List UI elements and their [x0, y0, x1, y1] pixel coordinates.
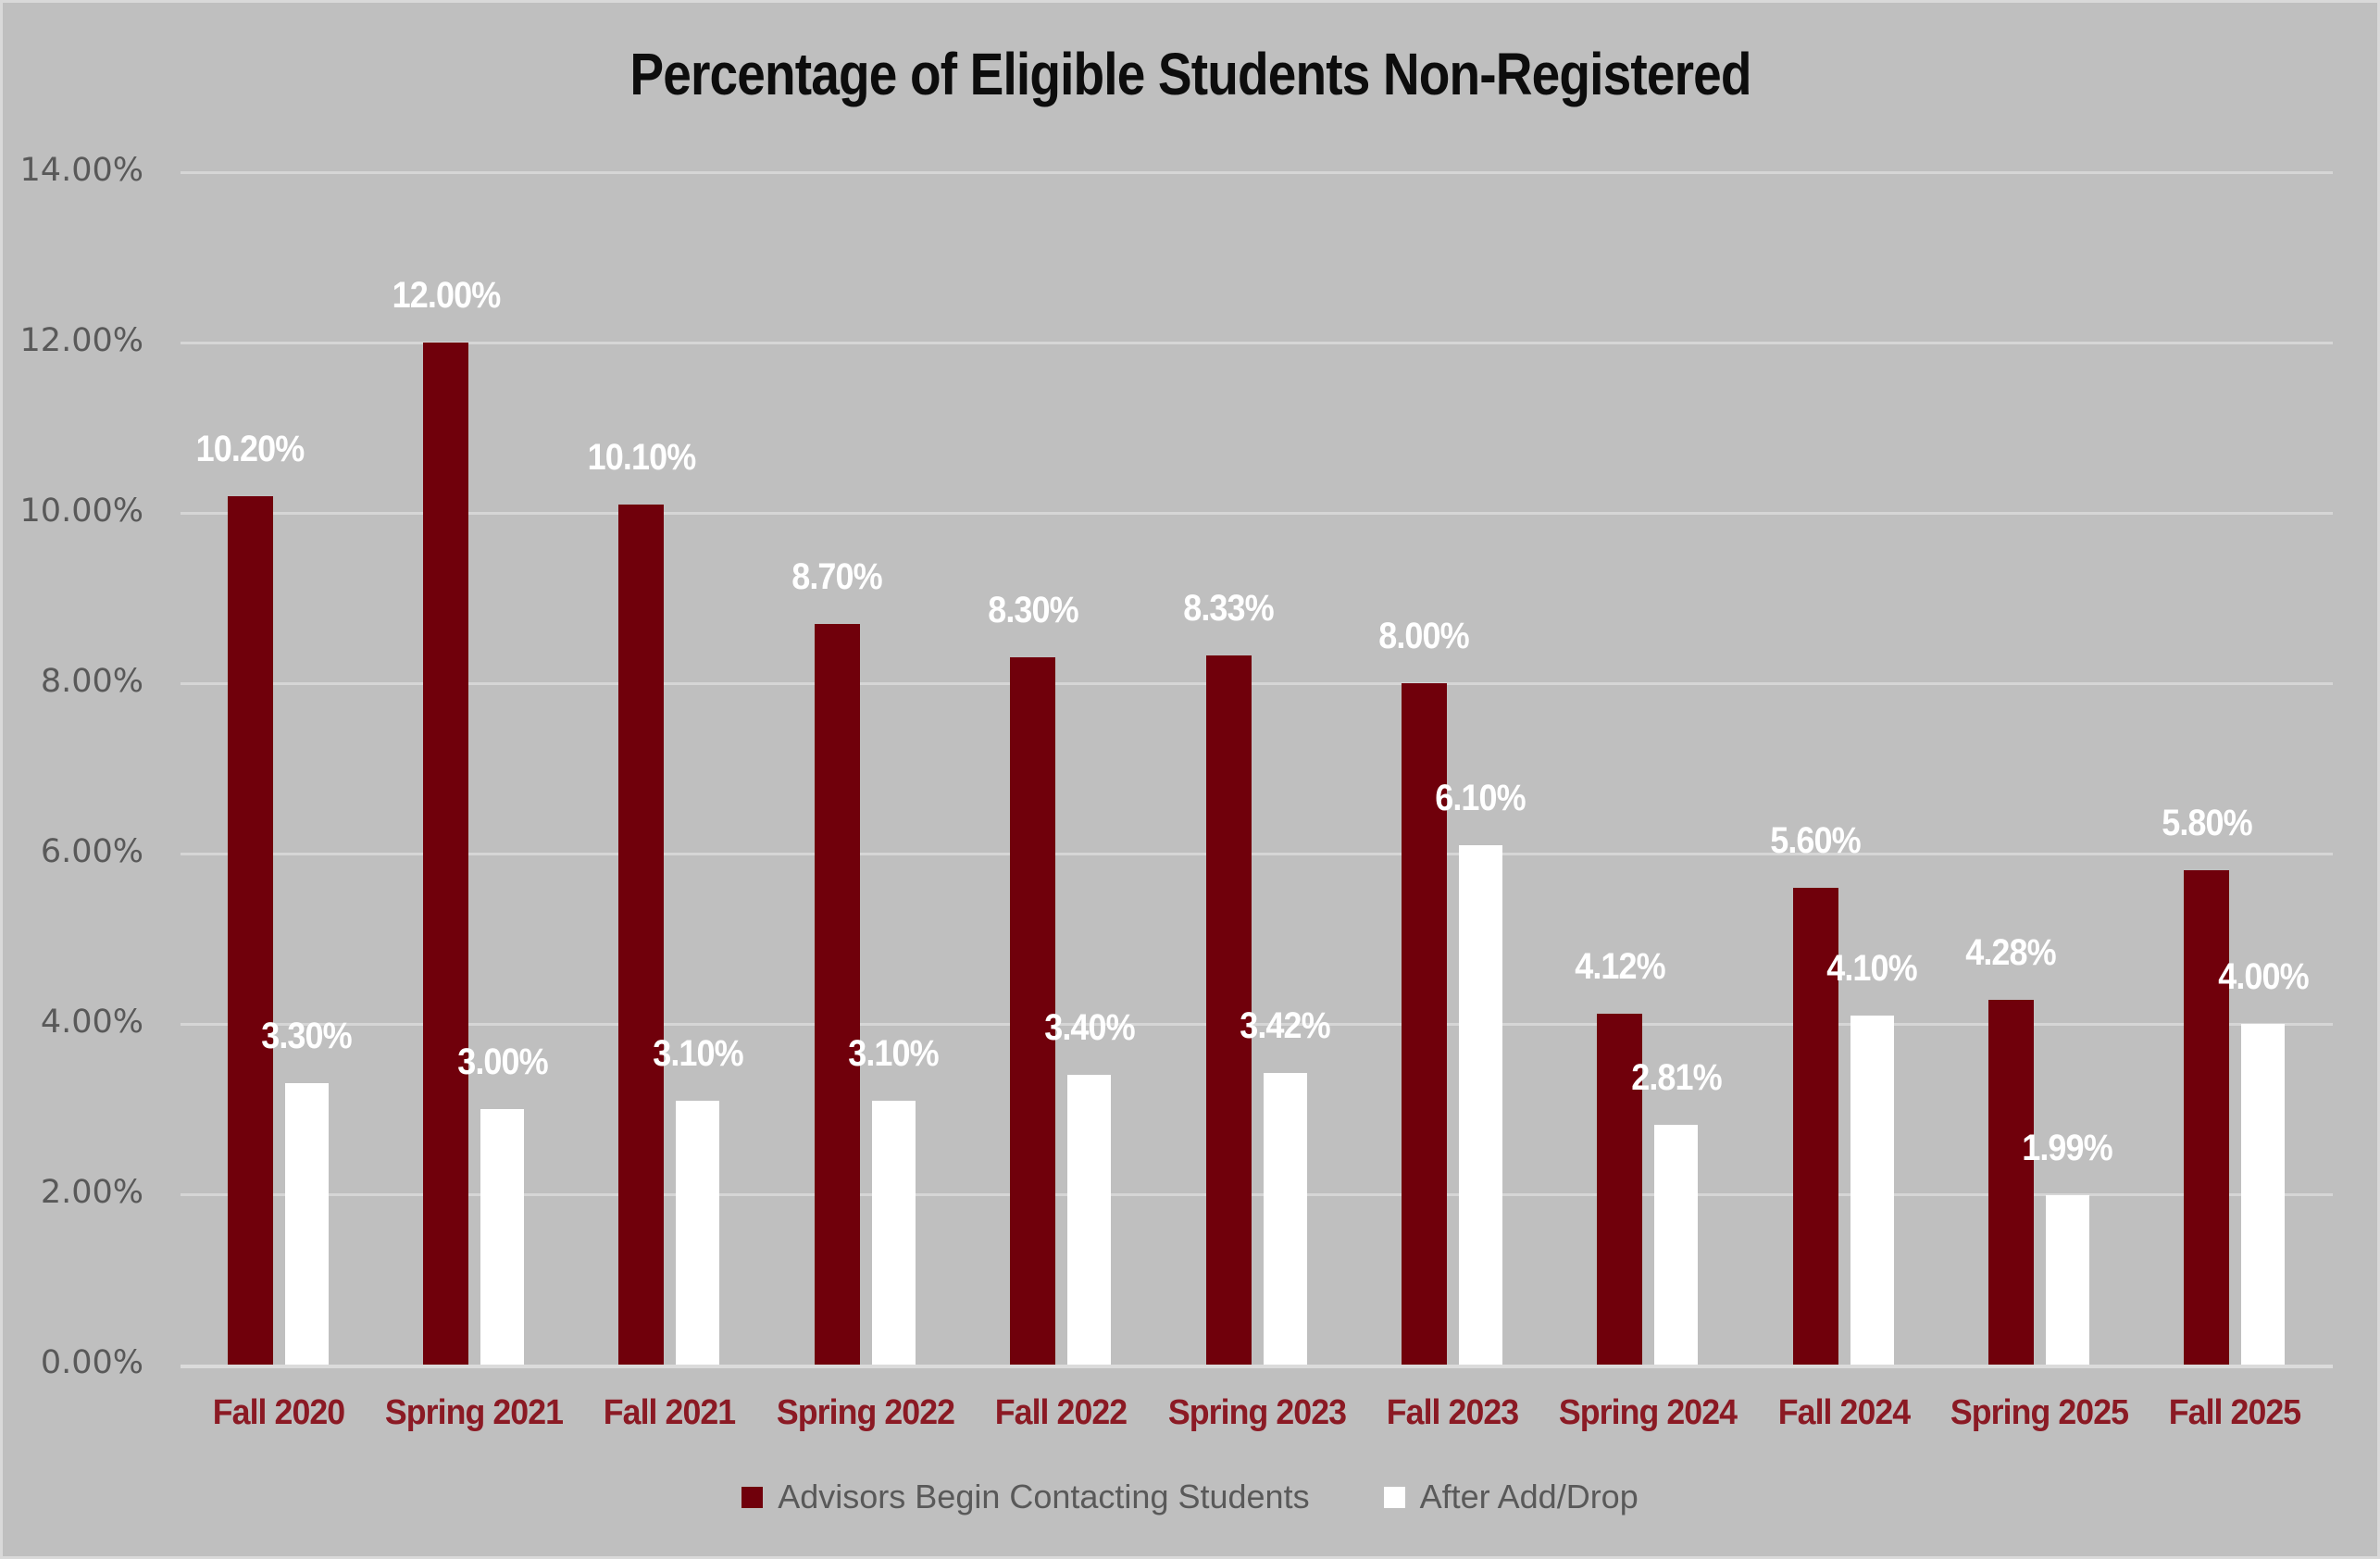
bar-advisors	[1401, 683, 1447, 1365]
y-tick-label: 12.00%	[19, 322, 143, 359]
chart-title: Percentage of Eligible Students Non-Regi…	[629, 41, 1751, 107]
bar-value-label: 8.33%	[1183, 587, 1274, 629]
bar-value-label: 4.00%	[2218, 956, 2309, 997]
bar-value-label: 8.00%	[1378, 616, 1470, 656]
bar-after-add-drop	[1263, 1073, 1307, 1365]
bar-value-label: 4.10%	[1826, 947, 1917, 989]
bar-advisors	[1205, 655, 1252, 1365]
bar-value-label: 4.28%	[1965, 932, 2057, 974]
bar-value-label: 3.42%	[1240, 1005, 1330, 1047]
y-tick-label: 14.00%	[19, 152, 143, 189]
bar-value-label: 1.99%	[2022, 1127, 2113, 1168]
bar-value-label: 12.00%	[392, 275, 501, 316]
bar-value-label: 3.30%	[261, 1016, 352, 1057]
gridline	[181, 1023, 2333, 1026]
x-axis-category-label: Fall 2020	[212, 1393, 344, 1432]
x-axis-category-label: Fall 2022	[994, 1393, 1128, 1432]
x-axis-category-label: Spring 2023	[1167, 1393, 1346, 1432]
x-axis-category-label: Spring 2022	[776, 1393, 955, 1432]
bar-after-add-drop	[1850, 1015, 1894, 1365]
bar-value-label: 8.70%	[791, 555, 883, 597]
bar-after-add-drop	[480, 1109, 525, 1365]
bar-value-label: 3.10%	[848, 1032, 940, 1074]
bar-after-add-drop	[284, 1083, 329, 1365]
x-axis-category-label: Spring 2024	[1559, 1393, 1738, 1432]
gridline	[181, 171, 2333, 174]
bar-advisors	[1010, 657, 1056, 1365]
legend-label-advisors: Advisors Begin Contacting Students	[778, 1478, 1310, 1515]
bar-advisors	[2184, 870, 2230, 1365]
bar-value-label: 5.80%	[2162, 803, 2252, 844]
gridline	[181, 682, 2333, 685]
bar-advisors	[227, 495, 273, 1365]
bar-value-label: 3.00%	[456, 1041, 548, 1082]
bar-value-label: 3.10%	[653, 1032, 743, 1074]
y-tick-label: 2.00%	[40, 1174, 143, 1211]
bar-value-label: 6.10%	[1435, 777, 1526, 818]
x-axis-category-label: Fall 2024	[1777, 1393, 1910, 1432]
legend-item-after-add-drop: After Add/Drop	[1383, 1478, 1639, 1516]
bar-after-add-drop	[2241, 1024, 2286, 1365]
bar-value-label: 2.81%	[1630, 1057, 1722, 1099]
bar-advisors	[814, 623, 860, 1365]
y-tick-label: 6.00%	[40, 833, 143, 870]
bar-advisors	[1792, 887, 1838, 1365]
bar-advisors	[618, 504, 665, 1365]
bar-after-add-drop	[676, 1100, 720, 1365]
y-tick-label: 0.00%	[40, 1344, 143, 1381]
legend-item-advisors: Advisors Begin Contacting Students	[741, 1478, 1310, 1516]
bar-value-label: 8.30%	[987, 590, 1078, 631]
bar-value-label: 3.40%	[1043, 1007, 1135, 1049]
bar-advisors	[1597, 1013, 1643, 1365]
legend: Advisors Begin Contacting Students After…	[3, 1478, 2377, 1516]
gridline	[181, 853, 2333, 855]
bar-after-add-drop	[1458, 844, 1502, 1365]
bar-advisors	[423, 343, 469, 1365]
bar-advisors	[1987, 1000, 2034, 1365]
y-tick-label: 8.00%	[40, 663, 143, 700]
legend-swatch-advisors	[741, 1486, 764, 1508]
y-tick-label: 10.00%	[19, 493, 143, 530]
gridline	[181, 512, 2333, 515]
x-axis-category-label: Spring 2021	[384, 1393, 564, 1432]
x-axis-category-label: Fall 2025	[2169, 1393, 2301, 1432]
bar-value-label: 10.20%	[195, 428, 305, 469]
bar-after-add-drop	[1067, 1075, 1112, 1365]
x-axis-category-label: Spring 2025	[1950, 1393, 2129, 1432]
x-axis-line	[181, 1365, 2333, 1368]
y-tick-label: 4.00%	[40, 1004, 143, 1041]
gridline	[181, 1193, 2333, 1196]
bar-value-label: 4.12%	[1574, 945, 1665, 987]
legend-swatch-after-add-drop	[1383, 1486, 1405, 1508]
bar-value-label: 10.10%	[587, 436, 697, 478]
x-axis-category-label: Fall 2021	[604, 1393, 736, 1432]
x-axis-category-label: Fall 2023	[1386, 1393, 1519, 1432]
bar-after-add-drop	[871, 1100, 916, 1365]
legend-label-after-add-drop: After Add/Drop	[1419, 1478, 1639, 1515]
gridline	[181, 342, 2333, 344]
bar-after-add-drop	[2045, 1194, 2089, 1365]
bar-after-add-drop	[1654, 1125, 1699, 1365]
bar-value-label: 5.60%	[1770, 819, 1861, 861]
